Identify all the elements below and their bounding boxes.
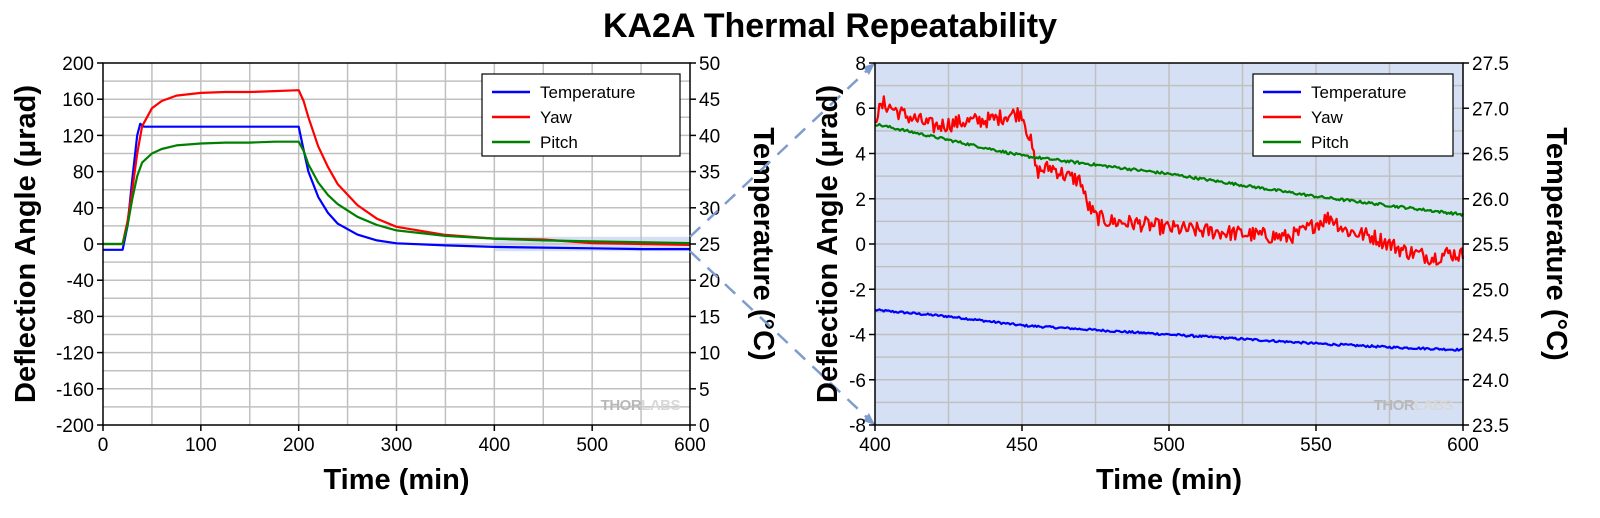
y-tick-label: -2 [849, 280, 866, 301]
y2-tick-label: 24.0 [1472, 371, 1509, 392]
connector-arrowhead [863, 413, 875, 425]
y-tick-label: -40 [67, 271, 94, 292]
series-line-pitch [874, 122, 1464, 217]
x-tick-label: 400 [859, 435, 891, 456]
y-tick-label: -200 [56, 416, 94, 437]
x-tick-label: 500 [576, 435, 608, 456]
y-tick-label: 80 [73, 163, 94, 184]
y2-tick-label: 50 [699, 54, 720, 75]
y-tick-label: 8 [855, 54, 866, 75]
y2-tick-label: 20 [699, 271, 720, 292]
y2-tick-label: 26.0 [1472, 190, 1509, 211]
overview-ticks: 0 100 200 300 400 500 600-200-160-120-80-40040… [56, 54, 720, 456]
overview-y-axis-title: Deflection Angle (μrad) [10, 85, 42, 403]
y2-tick-label: 35 [699, 163, 720, 184]
y-tick-label: 160 [62, 90, 94, 111]
y-tick-label: -80 [67, 307, 94, 328]
y2-tick-label: 23.5 [1472, 416, 1509, 437]
x-tick-label: 550 [1300, 435, 1332, 456]
zoom-chart: 400 450 500 550 600 -8 -6 -4 -2 0 2 4 6 8 23.5 24.0 24.5… [812, 54, 1572, 496]
overview-chart: 0 100 200 300 400 500 600-200-160-120-80-40040… [10, 54, 779, 496]
watermark-light: LABS [641, 397, 680, 414]
zoom-plot-frame [874, 62, 1464, 426]
legend-label-yaw: Yaw [540, 108, 573, 127]
legend-label-yaw: Yaw [1311, 108, 1344, 127]
series-line-yaw [874, 95, 1465, 266]
watermark-light: LABS [1414, 397, 1453, 414]
y-tick-label: -6 [849, 371, 866, 392]
legend-box [1252, 73, 1454, 157]
y-tick-label: 6 [855, 99, 866, 120]
zoom-connector-lines [689, 62, 876, 426]
y2-tick-label: 27.0 [1472, 99, 1509, 120]
y2-tick-label: 27.5 [1472, 54, 1509, 75]
legend-label-pitch: Pitch [540, 133, 578, 152]
legend-label-temperature: Temperature [540, 83, 635, 102]
x-tick-label: 300 [381, 435, 413, 456]
zoom-y2-axis-title: Temperature (°C) [1540, 127, 1572, 360]
x-tick-label: 600 [1447, 435, 1479, 456]
overview-plot-frame [102, 62, 691, 426]
zoom-x-axis-title: Time (min) [1096, 464, 1242, 496]
x-tick-label: 400 [478, 435, 510, 456]
overview-y2-axis-title: Temperature (°C) [747, 127, 779, 360]
x-tick-label: 450 [1006, 435, 1038, 456]
overview-x-axis-title: Time (min) [323, 464, 469, 496]
y-tick-label: 40 [73, 199, 94, 220]
y-tick-label: -8 [849, 416, 866, 437]
connector-line [689, 62, 876, 238]
y2-tick-label: 30 [699, 199, 720, 220]
y2-tick-label: 25.5 [1472, 235, 1509, 256]
y-tick-label: -120 [56, 344, 94, 365]
y2-tick-label: 45 [699, 90, 720, 111]
x-tick-label: 500 [1153, 435, 1185, 456]
x-tick-label: 200 [283, 435, 315, 456]
zoom-legend: Temperature Yaw Pitch [1252, 73, 1454, 157]
y2-tick-label: 26.5 [1472, 145, 1509, 166]
y2-tick-label: 25 [699, 235, 720, 256]
zoom-watermark-logo: THORLABS [1374, 397, 1454, 414]
figure-title: KA2A Thermal Repeatability [603, 7, 1057, 45]
overview-watermark-logo: THORLABS [601, 397, 681, 414]
overview-legend: Temperature Yaw Pitch [481, 73, 681, 157]
series-line-temperature [874, 308, 1464, 352]
connector-arrowhead [863, 63, 875, 75]
x-tick-label: 0 [98, 435, 109, 456]
y-tick-label: 4 [855, 145, 866, 166]
y-tick-label: 0 [83, 235, 94, 256]
overview-series [103, 89, 691, 251]
y2-tick-label: 10 [699, 344, 720, 365]
y-tick-label: 0 [855, 235, 866, 256]
series-line-temperature [103, 122, 690, 251]
series-line-pitch [103, 140, 691, 246]
zoom-y-axis-title: Deflection Angle (μrad) [812, 85, 844, 403]
legend-label-temperature: Temperature [1311, 83, 1406, 102]
watermark-dark: THOR [601, 397, 642, 414]
y2-tick-label: 15 [699, 307, 720, 328]
zoom-ticks: 400 450 500 550 600 -8 -6 -4 -2 0 2 4 6 8 23.5 24.0 24.5… [849, 54, 1509, 456]
watermark-dark: THOR [1374, 397, 1415, 414]
x-tick-label: 600 [674, 435, 706, 456]
y2-tick-label: 5 [699, 380, 710, 401]
zoom-series [874, 95, 1465, 352]
connector-line [689, 250, 876, 426]
x-tick-label: 100 [185, 435, 217, 456]
y-tick-label: -160 [56, 380, 94, 401]
y-tick-label: -4 [849, 326, 866, 347]
y-tick-label: 120 [62, 126, 94, 147]
y2-tick-label: 24.5 [1472, 326, 1509, 347]
y2-tick-label: 40 [699, 126, 720, 147]
y-tick-label: 2 [855, 190, 866, 211]
legend-label-pitch: Pitch [1311, 133, 1349, 152]
y2-tick-label: 25.0 [1472, 280, 1509, 301]
y-tick-label: 200 [62, 54, 94, 75]
y2-tick-label: 0 [699, 416, 710, 437]
